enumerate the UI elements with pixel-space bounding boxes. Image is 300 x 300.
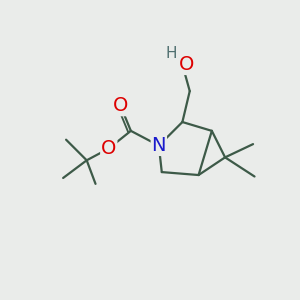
Text: H: H (166, 46, 177, 61)
Text: O: O (179, 55, 194, 74)
Text: N: N (152, 136, 166, 155)
Text: O: O (113, 96, 128, 115)
Text: O: O (101, 139, 116, 158)
